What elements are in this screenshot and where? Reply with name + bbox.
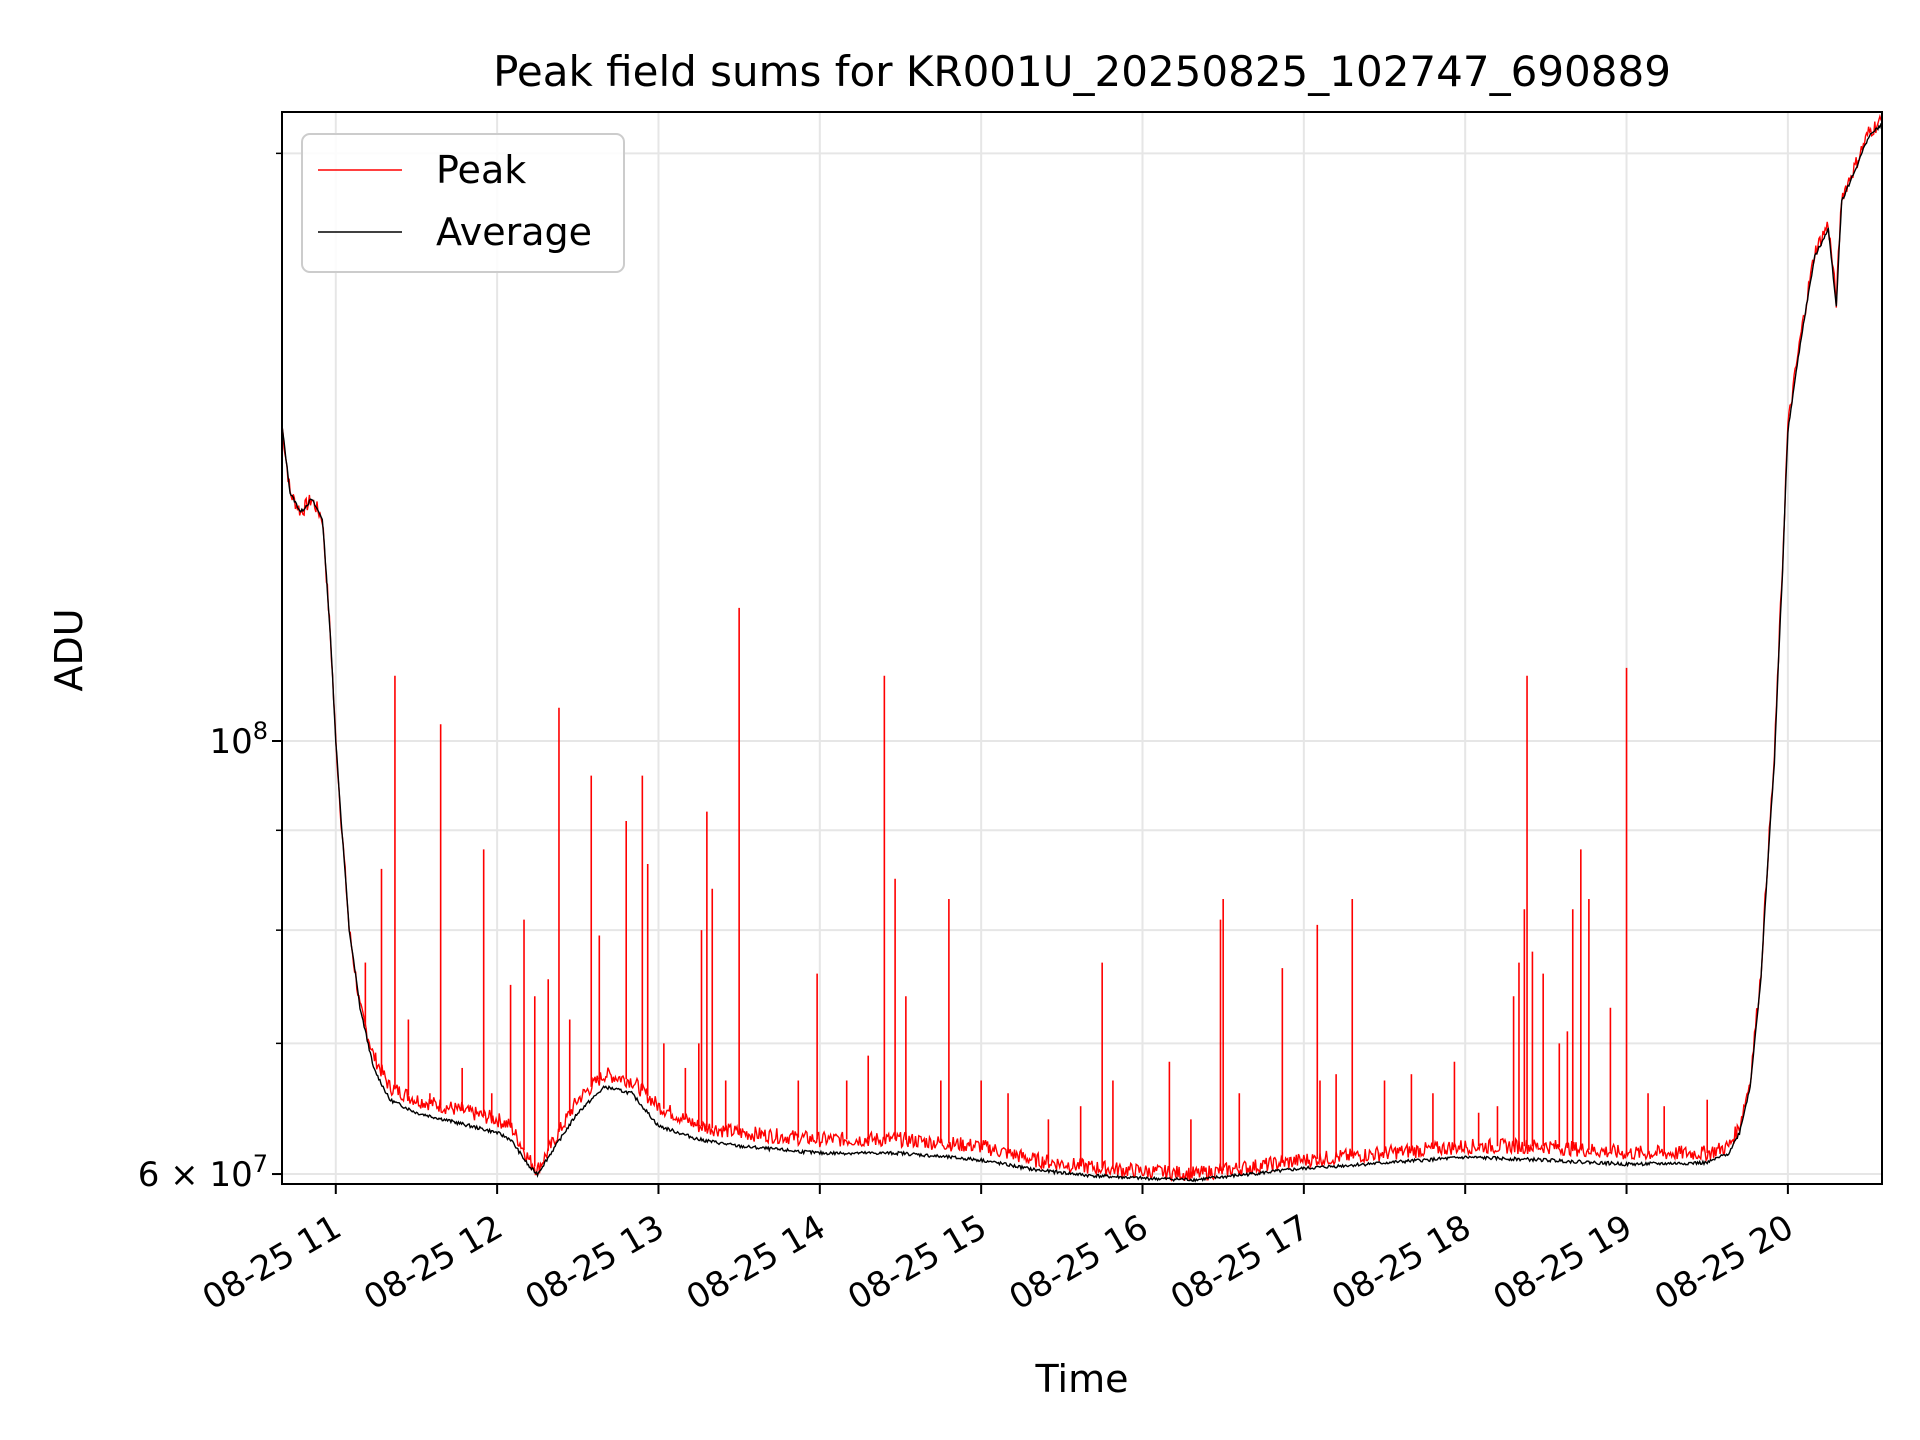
y-tick-label: 108 (209, 717, 268, 762)
y-tick-label: 6 × 107 (138, 1150, 268, 1195)
series-line-peak (281, 113, 1883, 1182)
series-layer (281, 113, 1883, 1183)
y-axis: 108 6 × 107 (138, 152, 282, 1195)
series-line-average (281, 123, 1883, 1183)
x-axis-label: Time (1035, 1357, 1129, 1401)
legend-box (301, 133, 625, 273)
legend-label-average: Average (436, 210, 592, 254)
legend: Peak Average (301, 133, 625, 273)
chart-title: Peak field sums for KR001U_20250825_1027… (493, 47, 1671, 96)
y-axis-label: ADU (47, 608, 91, 691)
legend-label-peak: Peak (436, 148, 526, 192)
plot-frame (281, 111, 1883, 1185)
